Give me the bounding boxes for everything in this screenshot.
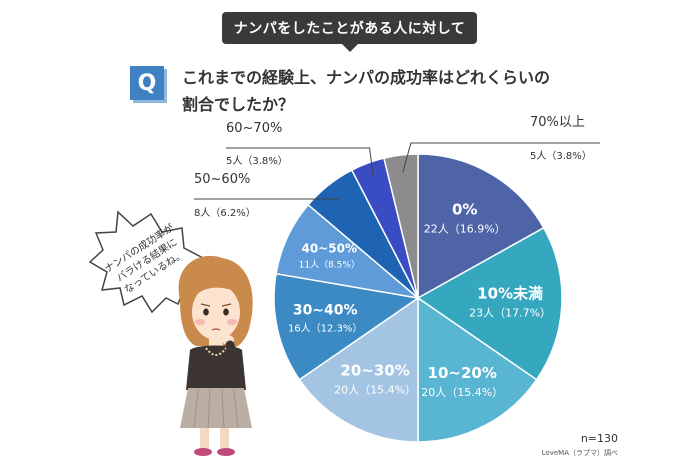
sample-size: n=130: [580, 432, 618, 445]
slice-value-3: 20人（15.4%）: [334, 384, 416, 397]
slice-value-1: 23人（17.7%）: [469, 306, 551, 319]
left-leg: [200, 428, 209, 450]
question-line-1: これまでの経験上、ナンパの成功率はどれくらいの: [182, 68, 551, 87]
neck: [209, 338, 223, 348]
right-eye: [223, 308, 229, 316]
necklace: [205, 347, 227, 356]
speech-bubble: ナンパの成功率が バラける結果に なっているね。: [88, 210, 205, 314]
banner-text: ナンパをしたことがある人に対して: [233, 21, 466, 37]
pie-slice-0: [417, 153, 545, 300]
pie-slice-2: [417, 296, 538, 443]
slice-value-4: 16人（12.3%）: [288, 322, 363, 334]
callout-line-8: [402, 142, 600, 173]
pie-slice-8: [383, 153, 419, 299]
question-badge-letter: Q: [137, 70, 157, 96]
character-illustration: ナンパの成功率が バラける結果に なっているね。: [88, 210, 253, 456]
slice-value-6: 8人（6.2%）: [194, 207, 256, 219]
mouth: [211, 328, 221, 331]
header-banner: ナンパをしたことがある人に対して: [222, 12, 477, 44]
pie-slices: [273, 153, 563, 443]
left-brow: [200, 303, 211, 307]
slice-label-5: 40~50%: [302, 242, 357, 256]
banner-pointer: [342, 44, 358, 52]
slice-value-5: 11人（8.5%）: [299, 260, 360, 271]
left-shoe: [194, 448, 212, 456]
pie-slice-1: [416, 226, 563, 381]
slice-label-0: 0%: [452, 201, 477, 219]
right-brow: [221, 303, 232, 307]
face: [192, 284, 240, 340]
source-credit: LoveMA（ラブマ）調べ: [541, 449, 618, 457]
question-badge-icon: Q: [130, 66, 164, 100]
question-line-2: 割合でしたか？: [182, 95, 295, 114]
slice-label-1: 10%未満: [477, 284, 543, 302]
slice-label-6: 50~60%: [194, 172, 250, 187]
pie-callouts: 50~60% 8人（6.2%） 60~70% 5人（3.8%） 70%以上 5人（3.8%…: [194, 115, 600, 219]
left-cheek: [195, 319, 205, 325]
slice-label-4: 30~40%: [293, 302, 358, 318]
callout-line-7: [226, 147, 375, 180]
pie-slice-3: [298, 296, 419, 443]
slice-value-7: 5人（3.8%）: [226, 155, 288, 167]
right-cheek: [227, 319, 237, 325]
raised-arm: [225, 340, 241, 377]
pie-inner-labels: 0% 22人（16.9%） 10%未満 23人（17.7%） 10~20% 20人（15.…: [288, 201, 551, 400]
skirt: [180, 388, 252, 428]
hair-bangs: [190, 276, 244, 300]
slice-label-7: 60~70%: [226, 121, 282, 136]
slice-label-2: 10~20%: [428, 364, 497, 382]
pie-slice-4: [273, 272, 420, 381]
right-shoe: [217, 448, 235, 456]
question-text: これまでの経験上、ナンパの成功率はどれくらいの 割合でしたか？: [182, 64, 602, 118]
slice-value-8: 5人（3.8%）: [530, 150, 592, 162]
skirt-pleats: [193, 389, 239, 429]
slice-value-0: 22人（16.9%）: [424, 223, 506, 236]
slice-label-3: 20~30%: [340, 362, 409, 380]
slice-label-8: 70%以上: [530, 115, 585, 130]
left-eye: [203, 308, 209, 316]
slice-value-2: 20人（15.4%）: [421, 386, 503, 399]
speech-bubble-shape: [88, 210, 205, 314]
right-leg: [220, 428, 229, 450]
